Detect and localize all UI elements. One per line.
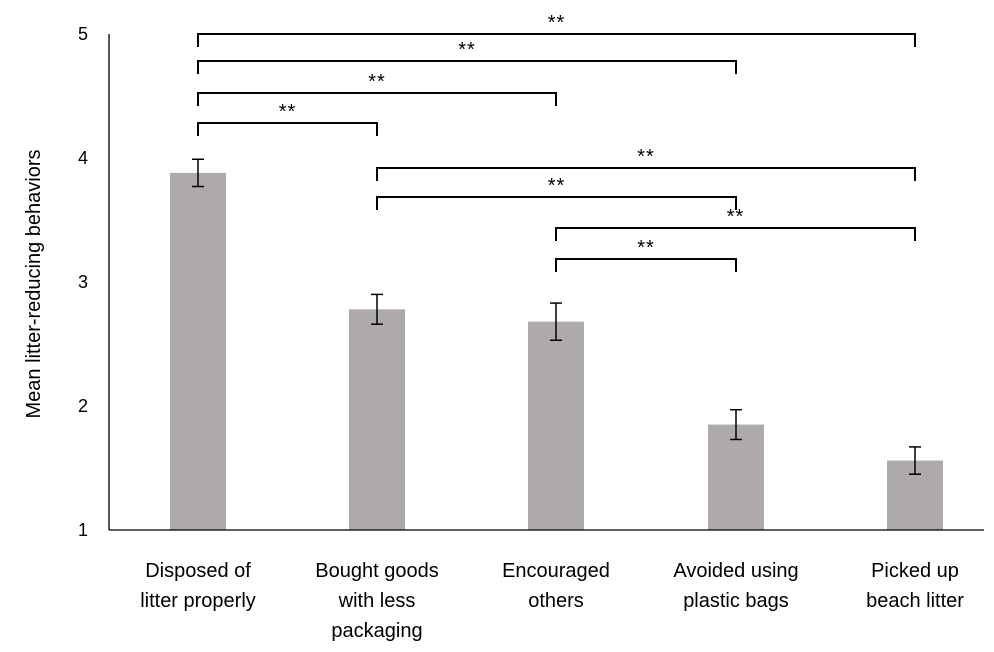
bars: [170, 172, 943, 530]
y-axis-label: Mean litter-reducing behaviors: [23, 149, 45, 418]
bar: [349, 309, 405, 530]
error-bars: [192, 158, 921, 475]
significance-bracket: [376, 196, 737, 210]
y-tick-label: 3: [78, 272, 88, 292]
y-axis: 1 2 3 4 5: [78, 24, 110, 540]
y-tick-label: 4: [78, 148, 88, 168]
y-tick-label: 5: [78, 24, 88, 44]
bar: [708, 424, 764, 530]
significance-bracket: [555, 227, 916, 241]
significance-label: **: [548, 175, 566, 197]
significance-bracket: [555, 258, 737, 272]
significance-bracket: [197, 60, 737, 74]
significance-label: **: [279, 101, 297, 123]
bar: [170, 172, 226, 530]
significance-label: **: [637, 237, 655, 259]
significance-bracket: [376, 167, 916, 181]
significance-label: **: [368, 71, 386, 93]
x-axis: Disposed of litter properly Bought goods wi…: [109, 529, 984, 642]
x-tick-label: Disposed of litter properly: [140, 560, 256, 612]
significance-bracket: [197, 33, 916, 47]
significance-label: **: [637, 146, 655, 168]
y-tick-label: 2: [78, 396, 88, 416]
significance-brackets: ** ** ** ** ** ** ** **: [197, 12, 916, 272]
significance-label: **: [727, 206, 745, 228]
significance-label: **: [548, 12, 566, 34]
x-tick-label: Bought goods with less packaging: [315, 560, 438, 642]
y-tick-label: 1: [78, 520, 88, 540]
x-tick-label: Avoided using plastic bags: [673, 560, 798, 612]
significance-bracket: [197, 122, 378, 136]
significance-bracket: [197, 92, 557, 106]
bar: [528, 321, 584, 530]
x-tick-label: Encouraged others: [502, 560, 610, 612]
significance-label: **: [458, 39, 476, 61]
x-tick-label: Picked up beach litter: [866, 560, 964, 612]
